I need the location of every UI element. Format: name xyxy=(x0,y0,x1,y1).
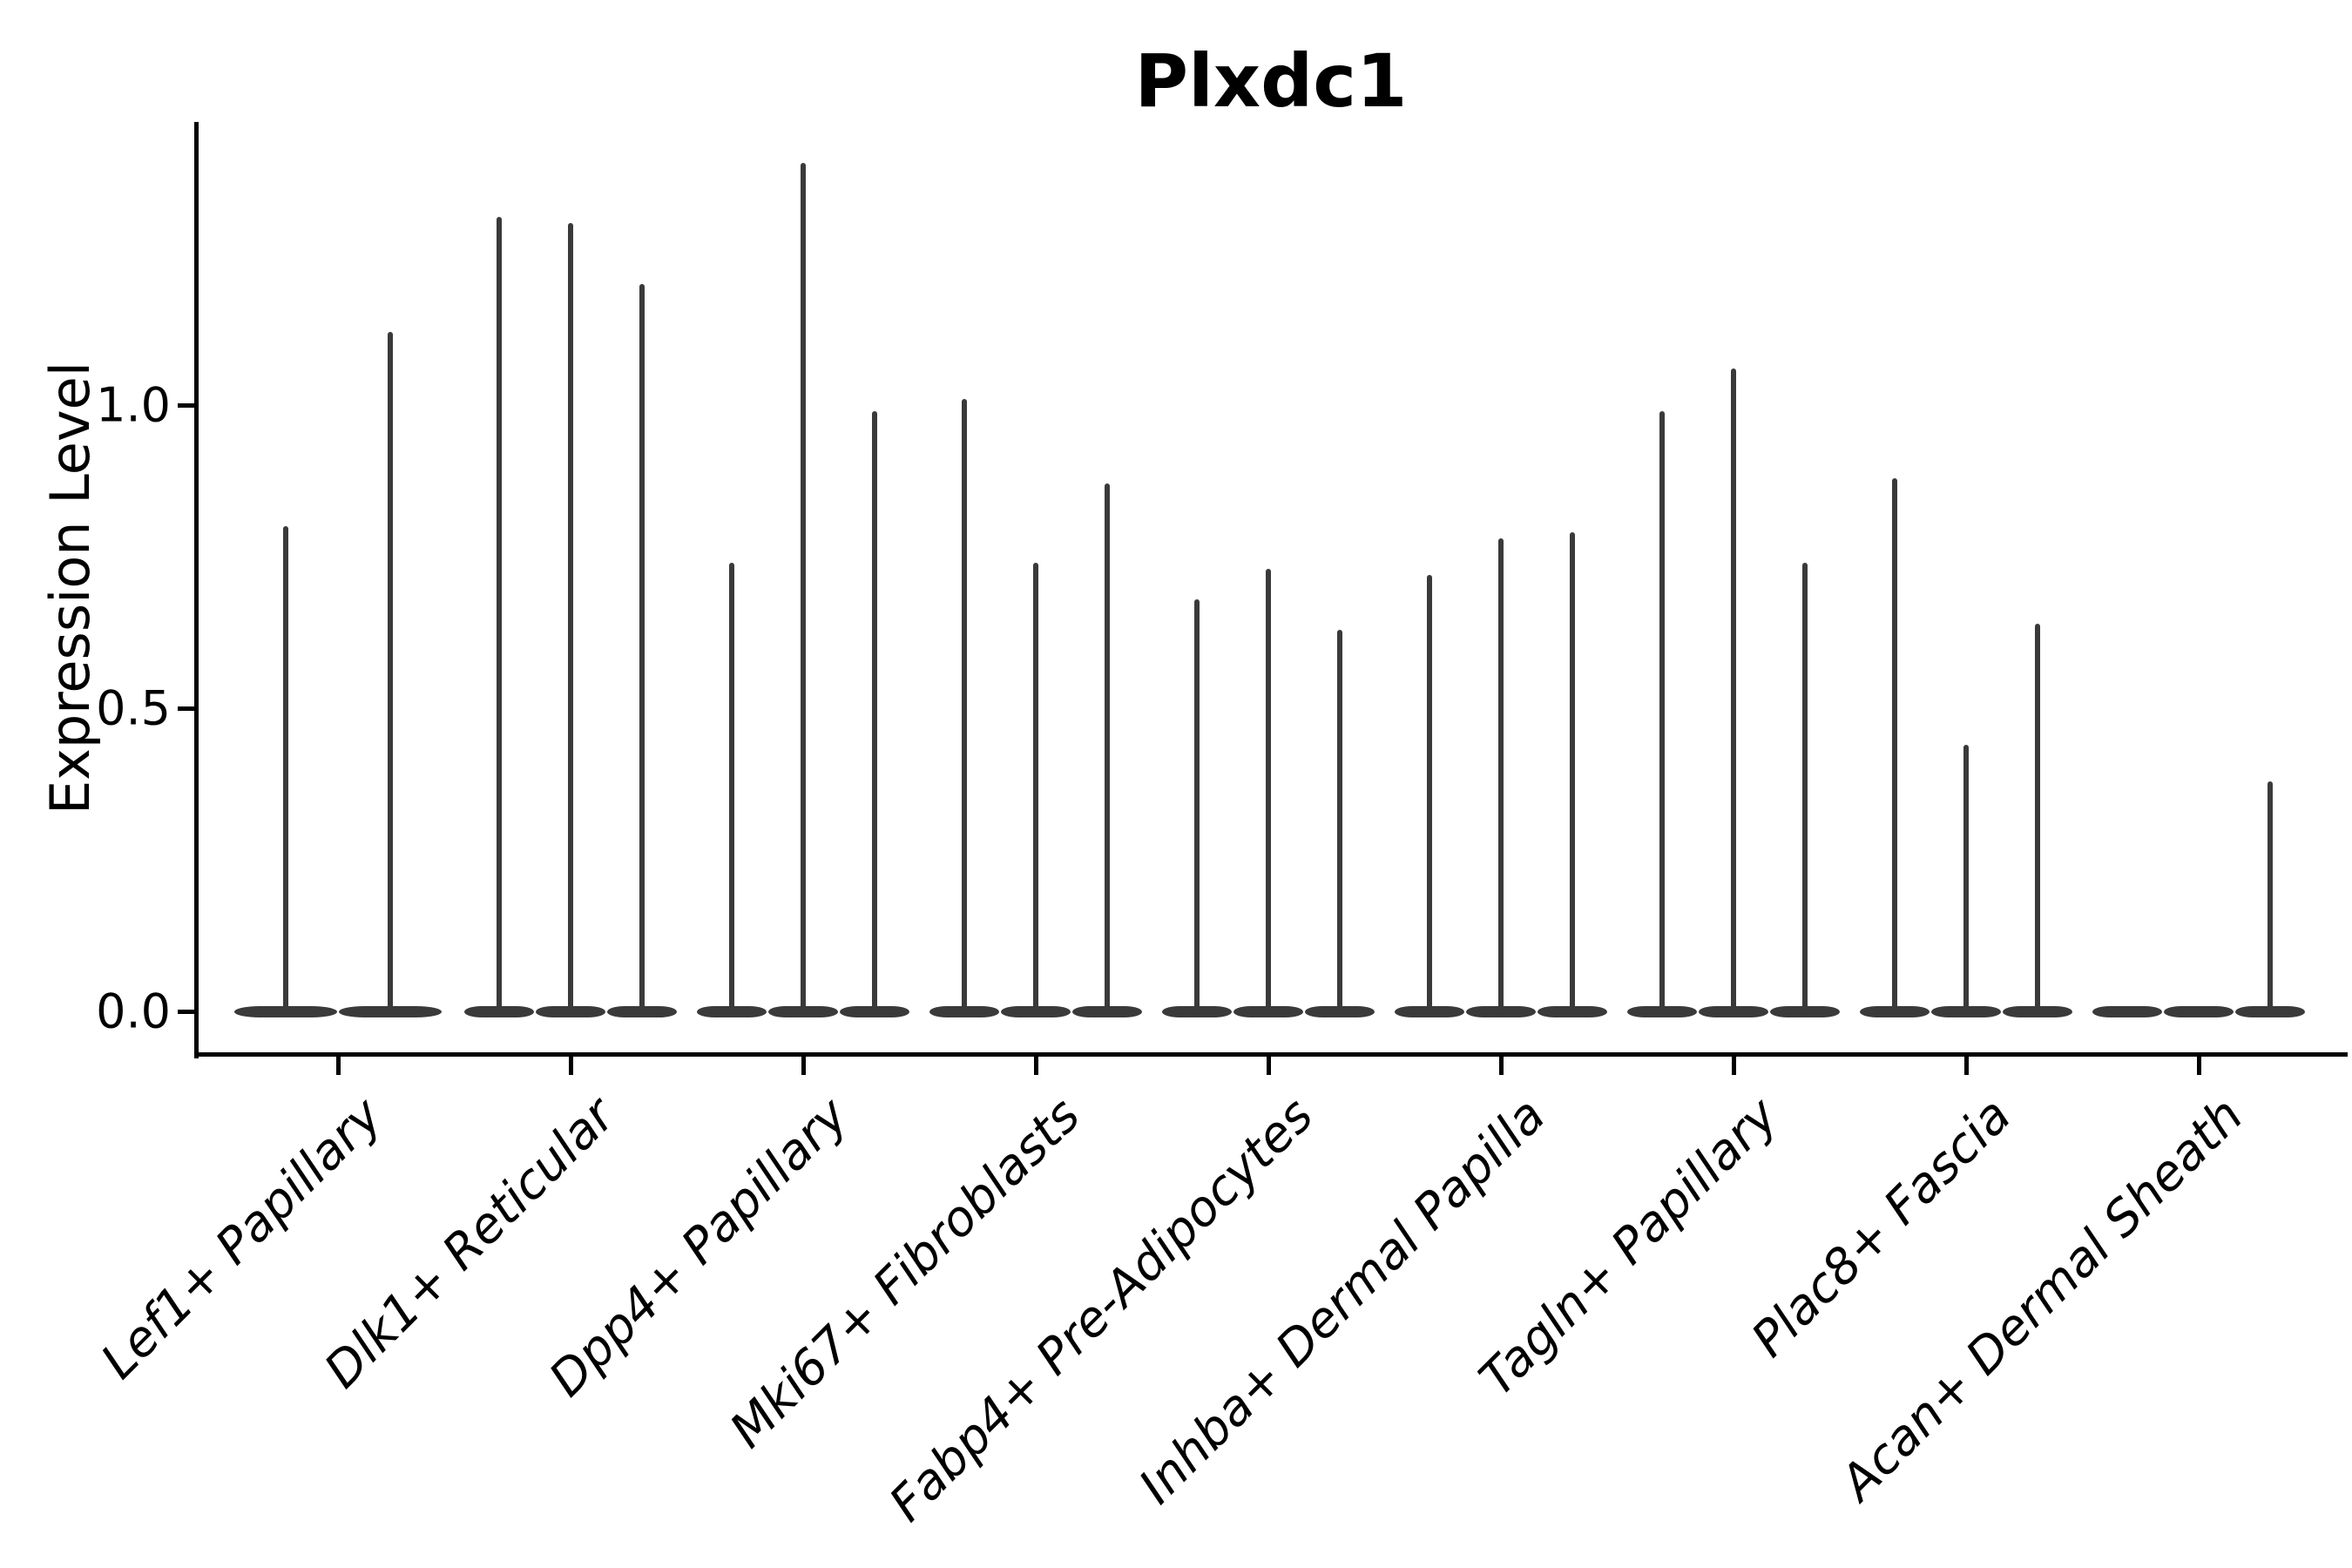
violin-base xyxy=(2235,1005,2305,1017)
violin-base xyxy=(1233,1005,1303,1017)
violin-base xyxy=(536,1005,605,1017)
violin-spike xyxy=(962,399,967,1011)
violin-base xyxy=(1001,1005,1071,1017)
x-tick-mark xyxy=(1266,1054,1271,1075)
y-tick-mark xyxy=(178,706,197,711)
violin-base xyxy=(607,1005,677,1017)
violin-spike xyxy=(1337,629,1342,1011)
x-tick-mark xyxy=(568,1054,573,1075)
violin-base xyxy=(1466,1005,1536,1017)
y-axis-label: Expression Level xyxy=(38,362,102,814)
y-tick-label: 1.0 xyxy=(96,377,171,433)
x-tick-mark xyxy=(1731,1054,1736,1075)
violin-base xyxy=(234,1005,337,1017)
violin-spike xyxy=(2268,781,2273,1011)
x-tick-mark xyxy=(1498,1054,1504,1075)
violin-base xyxy=(1305,1005,1375,1017)
violin-base xyxy=(1395,1005,1464,1017)
violin-base xyxy=(929,1005,999,1017)
violin-base xyxy=(1072,1005,1142,1017)
violin-base xyxy=(2092,1005,2162,1017)
violin-spike xyxy=(729,562,734,1011)
y-axis-line xyxy=(194,122,199,1058)
violin-spike xyxy=(1963,744,1969,1011)
violin-base xyxy=(464,1005,534,1017)
violin-spike xyxy=(1892,477,1897,1011)
violin-base xyxy=(768,1005,838,1017)
violin-base xyxy=(1699,1005,1768,1017)
x-tick-label: Acan+ Dermal Sheath xyxy=(1829,1087,2254,1511)
violin-base xyxy=(339,1005,442,1017)
y-tick-mark xyxy=(178,402,197,408)
violin-spike xyxy=(283,526,288,1011)
y-tick-mark xyxy=(178,1009,197,1014)
x-tick-mark xyxy=(1033,1054,1038,1075)
violin-base xyxy=(2003,1005,2072,1017)
violin-spike xyxy=(801,162,806,1011)
violin-spike xyxy=(1802,562,1808,1011)
violin-base xyxy=(697,1005,767,1017)
x-tick-label: Inhba+ Dermal Papilla xyxy=(1128,1087,1557,1516)
violin-spike xyxy=(1498,538,1504,1011)
y-tick-label: 0.5 xyxy=(96,680,171,736)
violin-spike xyxy=(1570,532,1575,1011)
violin-base xyxy=(840,1005,909,1017)
x-tick-mark xyxy=(335,1054,341,1075)
violin-spike xyxy=(497,217,502,1011)
violin-spike xyxy=(568,223,573,1011)
violin-base xyxy=(1538,1005,1607,1017)
chart-title: Plxdc1 xyxy=(1134,38,1408,124)
x-tick-mark xyxy=(801,1054,806,1075)
violin-spike xyxy=(872,410,877,1011)
violin-spike xyxy=(1731,368,1736,1011)
violin-spike xyxy=(1194,598,1200,1011)
violin-spike xyxy=(639,283,645,1011)
violin-spike xyxy=(1659,410,1665,1011)
y-tick-label: 0.0 xyxy=(96,983,171,1039)
violin-base xyxy=(1860,1005,1930,1017)
x-tick-label: Fabp4+ Pre-Adipocytes xyxy=(878,1087,1324,1533)
violin-spike xyxy=(388,332,393,1011)
x-axis-line xyxy=(194,1052,2348,1057)
violin-spike xyxy=(2035,623,2040,1011)
violin-base xyxy=(1627,1005,1697,1017)
x-tick-mark xyxy=(2196,1054,2201,1075)
violin-spike xyxy=(1266,568,1271,1011)
violin-spike xyxy=(1427,574,1432,1011)
violin-base xyxy=(2164,1005,2234,1017)
violin-spike xyxy=(1105,483,1110,1011)
violin-base xyxy=(1770,1005,1840,1017)
violin-base xyxy=(1931,1005,2001,1017)
x-tick-mark xyxy=(1963,1054,1969,1075)
violin-spike xyxy=(1033,562,1038,1011)
violin-base xyxy=(1162,1005,1232,1017)
